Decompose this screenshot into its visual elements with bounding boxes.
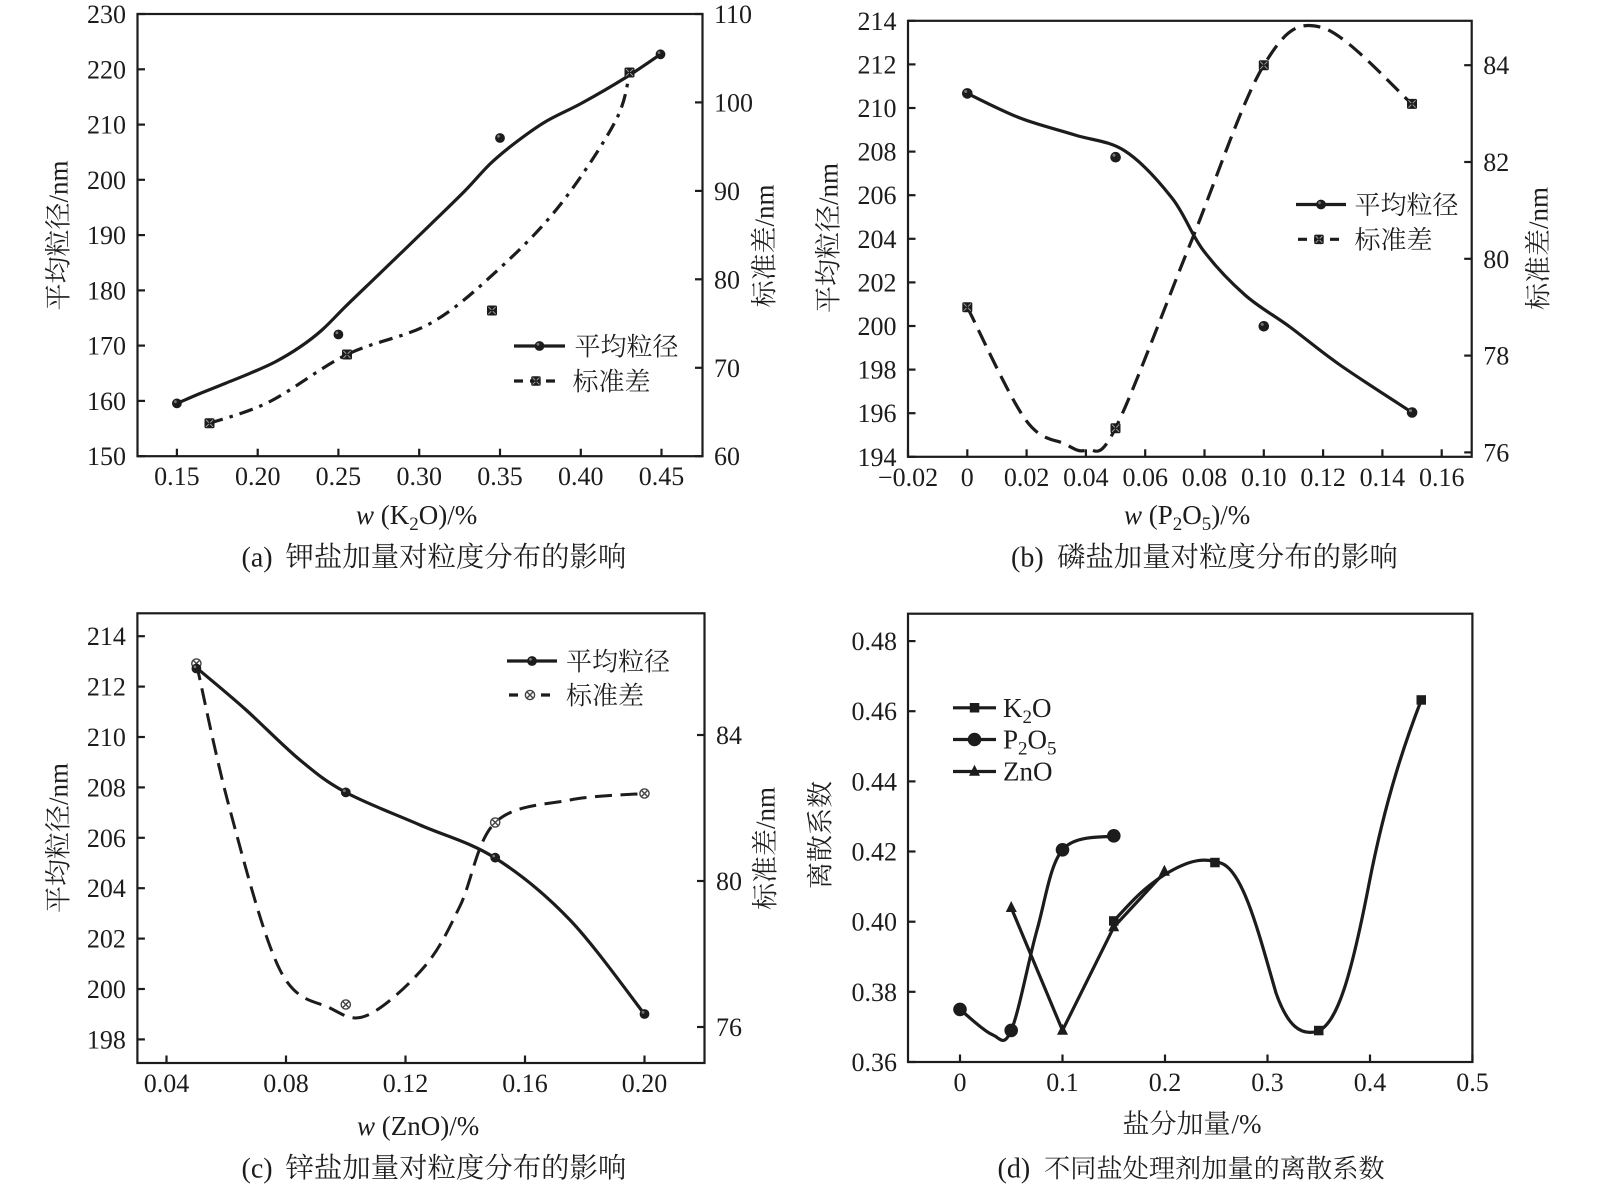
svg-text:230: 230	[87, 0, 126, 29]
svg-text:0.04: 0.04	[144, 1069, 190, 1098]
svg-text:198: 198	[87, 1025, 126, 1054]
svg-text:210: 210	[858, 94, 897, 123]
svg-text:0: 0	[954, 1068, 967, 1097]
svg-text:−0.02: −0.02	[878, 463, 938, 492]
svg-text:0.30: 0.30	[396, 462, 442, 491]
svg-text:190: 190	[87, 221, 126, 250]
svg-text:(c): (c)	[242, 1154, 273, 1185]
svg-text:200: 200	[87, 166, 126, 195]
svg-text:0.38: 0.38	[852, 978, 898, 1007]
svg-text:ZnO: ZnO	[1003, 757, 1053, 787]
svg-text:0.08: 0.08	[263, 1069, 309, 1098]
svg-text:80: 80	[1483, 245, 1509, 274]
svg-text:206: 206	[87, 824, 126, 853]
svg-text:78: 78	[1483, 342, 1509, 371]
svg-text:0.4: 0.4	[1354, 1068, 1387, 1097]
svg-text:212: 212	[87, 673, 126, 702]
svg-text:0.40: 0.40	[558, 462, 604, 491]
svg-text:110: 110	[714, 0, 752, 29]
svg-text:194: 194	[858, 443, 897, 472]
svg-text:202: 202	[87, 925, 126, 954]
svg-text:/nm: /nm	[814, 163, 844, 205]
svg-text:84: 84	[1483, 51, 1509, 80]
svg-text:0.25: 0.25	[316, 462, 362, 491]
svg-text:160: 160	[87, 387, 126, 416]
svg-text:202: 202	[858, 268, 897, 297]
svg-text:0.10: 0.10	[1241, 463, 1287, 492]
svg-text:170: 170	[87, 332, 126, 361]
svg-text:210: 210	[87, 111, 126, 140]
svg-text:0.42: 0.42	[852, 838, 898, 867]
svg-text:90: 90	[714, 177, 740, 206]
svg-text:204: 204	[87, 874, 126, 903]
svg-text:0.14: 0.14	[1360, 463, 1406, 492]
svg-text:198: 198	[858, 356, 897, 385]
svg-text:208: 208	[858, 138, 897, 167]
svg-text:0.40: 0.40	[852, 908, 898, 937]
svg-text:180: 180	[87, 276, 126, 305]
svg-text:0.36: 0.36	[852, 1048, 898, 1077]
svg-text:/nm: /nm	[1524, 187, 1554, 229]
svg-text:0: 0	[961, 463, 974, 492]
svg-text:w (ZnO)/%: w (ZnO)/%	[357, 1111, 479, 1141]
svg-text:/%: /%	[1232, 1109, 1262, 1139]
svg-text:0.3: 0.3	[1251, 1068, 1284, 1097]
svg-text:204: 204	[858, 225, 897, 254]
svg-text:84: 84	[716, 721, 742, 750]
svg-text:/nm: /nm	[44, 160, 74, 202]
svg-text:0.16: 0.16	[1419, 463, 1465, 492]
svg-text:P2O5: P2O5	[1003, 725, 1057, 760]
svg-text:210: 210	[87, 723, 126, 752]
svg-text:/nm: /nm	[750, 184, 780, 226]
svg-text:0.02: 0.02	[1004, 463, 1050, 492]
svg-text:/nm: /nm	[751, 787, 781, 829]
svg-text:0.2: 0.2	[1149, 1068, 1182, 1097]
svg-text:/nm: /nm	[44, 763, 74, 805]
svg-text:82: 82	[1483, 148, 1509, 177]
svg-text:80: 80	[714, 265, 740, 294]
svg-text:214: 214	[87, 622, 126, 651]
svg-text:(d): (d)	[998, 1154, 1031, 1185]
svg-text:0.16: 0.16	[502, 1069, 548, 1098]
svg-text:(b): (b)	[1011, 543, 1044, 574]
svg-text:0.08: 0.08	[1182, 463, 1228, 492]
svg-text:0.35: 0.35	[477, 462, 523, 491]
svg-text:w (P2O5)/%: w (P2O5)/%	[1124, 500, 1250, 535]
svg-text:0.20: 0.20	[622, 1069, 668, 1098]
svg-text:0.46: 0.46	[852, 697, 898, 726]
svg-text:0.06: 0.06	[1122, 463, 1168, 492]
svg-text:196: 196	[858, 399, 897, 428]
svg-text:0.12: 0.12	[1300, 463, 1346, 492]
svg-text:70: 70	[714, 354, 740, 383]
svg-text:214: 214	[858, 7, 897, 36]
svg-text:200: 200	[87, 975, 126, 1004]
svg-text:0.20: 0.20	[235, 462, 281, 491]
svg-text:200: 200	[858, 312, 897, 341]
svg-text:76: 76	[716, 1013, 742, 1042]
svg-text:0.12: 0.12	[383, 1069, 429, 1098]
svg-text:0.45: 0.45	[639, 462, 685, 491]
svg-text:150: 150	[87, 442, 126, 471]
svg-text:(a): (a)	[242, 543, 273, 574]
svg-text:0.04: 0.04	[1063, 463, 1109, 492]
svg-text:60: 60	[714, 442, 740, 471]
svg-text:100: 100	[714, 88, 753, 117]
svg-text:76: 76	[1483, 438, 1509, 467]
svg-text:208: 208	[87, 773, 126, 802]
svg-text:0.48: 0.48	[852, 627, 898, 656]
svg-text:220: 220	[87, 55, 126, 84]
svg-text:0.15: 0.15	[154, 462, 200, 491]
svg-text:206: 206	[858, 181, 897, 210]
svg-text:212: 212	[858, 50, 897, 79]
svg-text:0.44: 0.44	[852, 767, 898, 796]
svg-text:0.5: 0.5	[1456, 1068, 1489, 1097]
svg-text:0.1: 0.1	[1046, 1068, 1079, 1097]
svg-text:80: 80	[716, 867, 742, 896]
